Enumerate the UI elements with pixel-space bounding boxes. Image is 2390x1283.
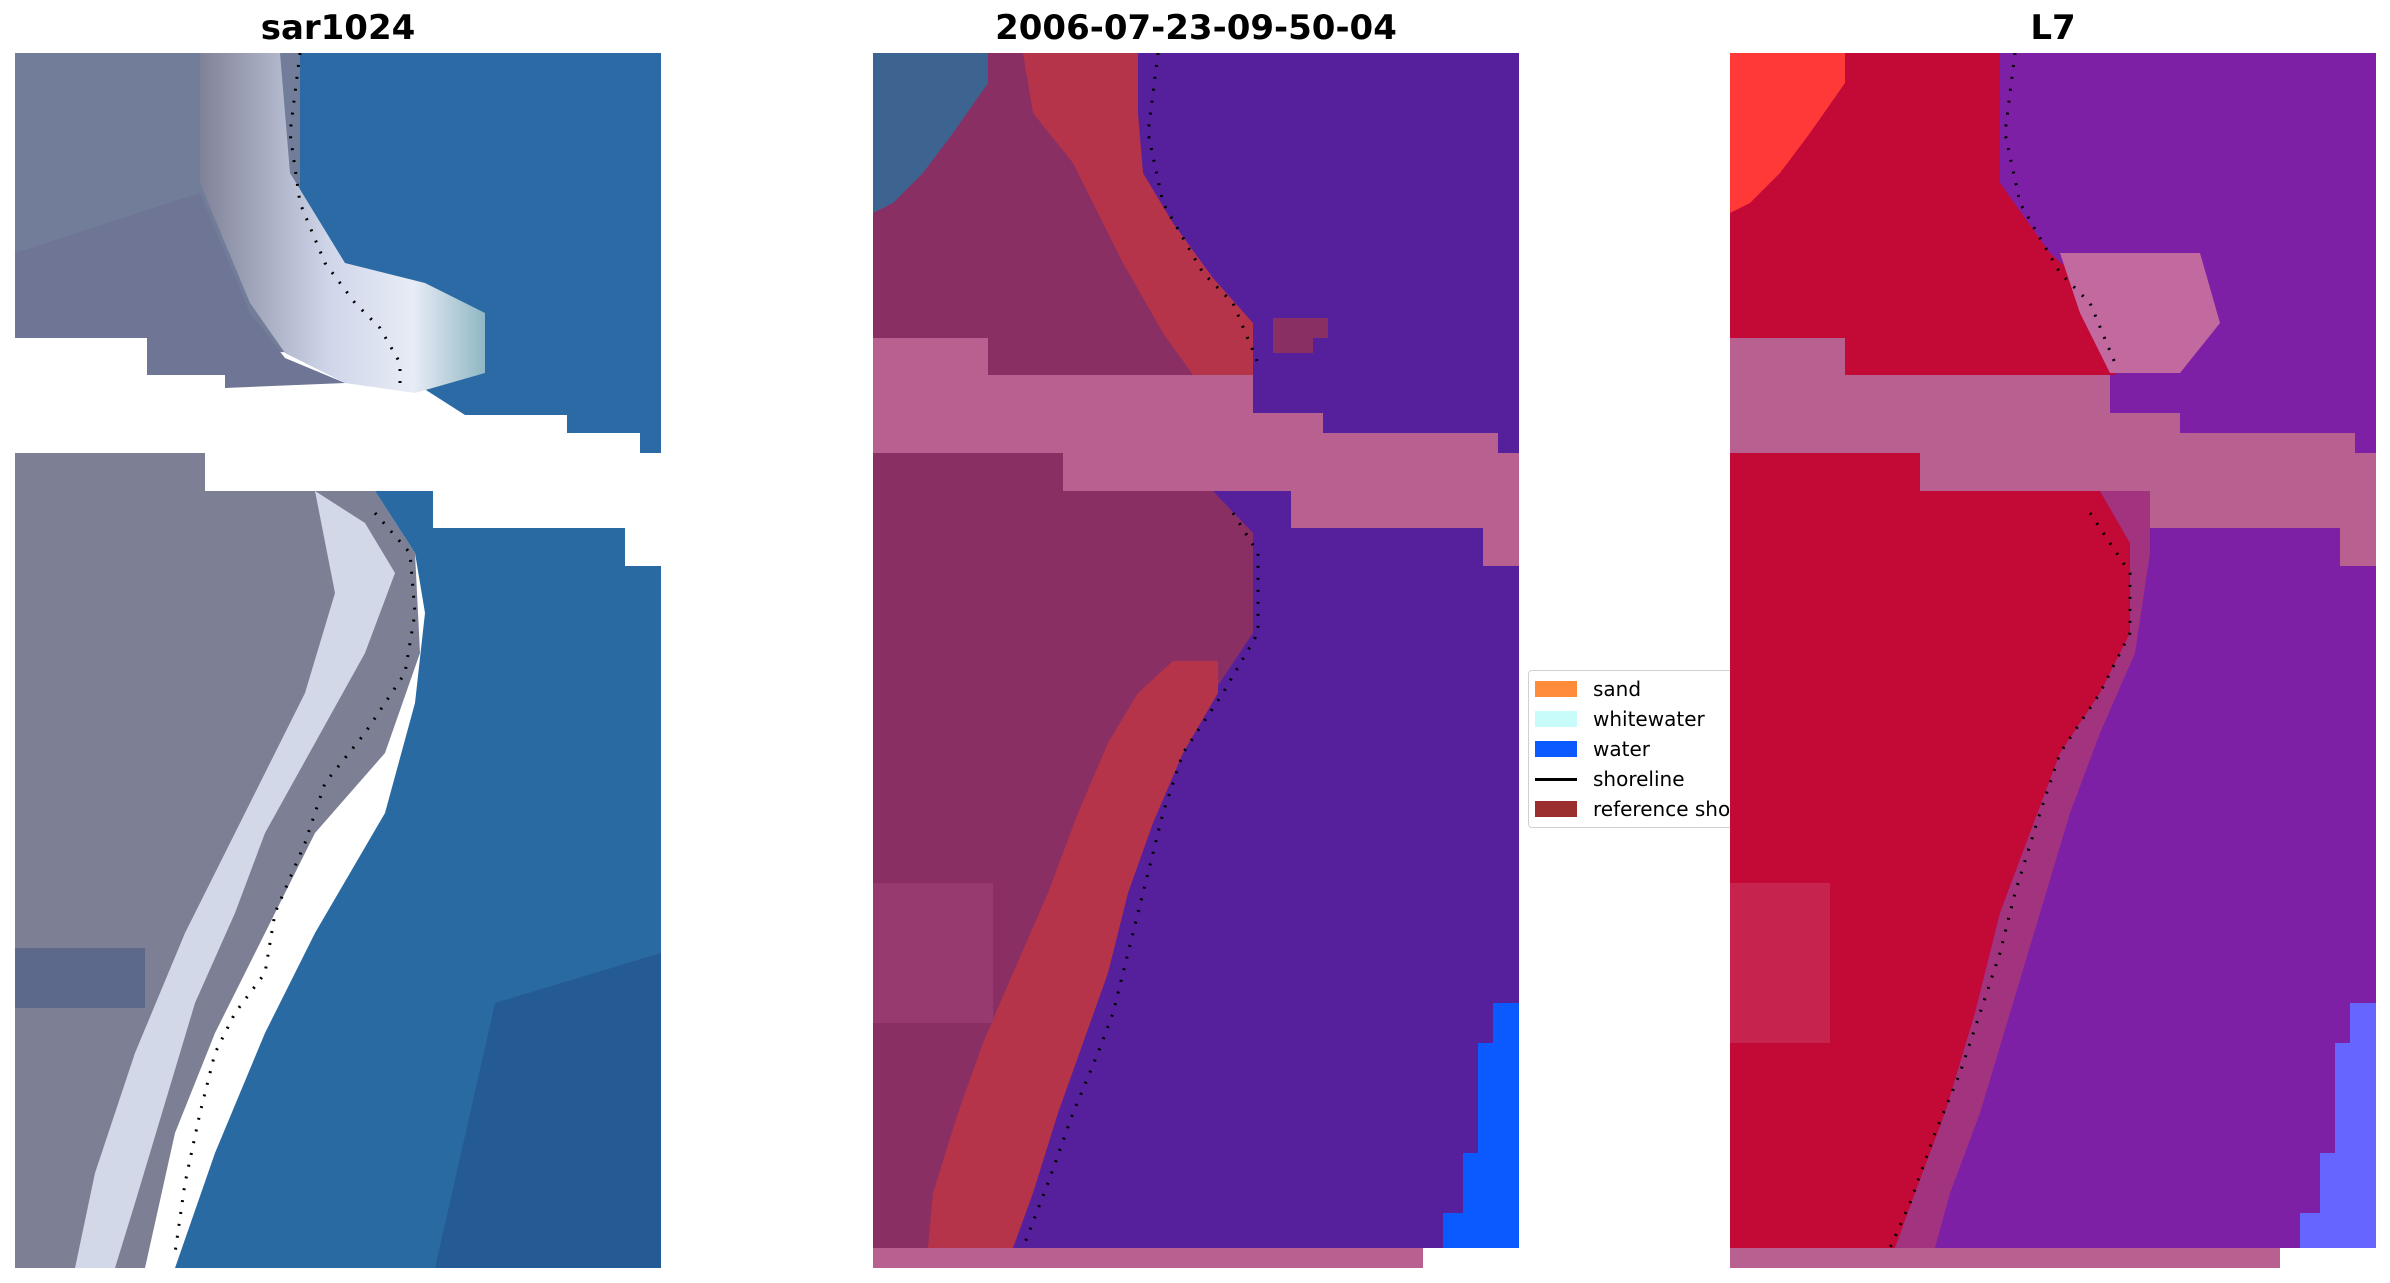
rgb-image [15, 53, 661, 1268]
class-buffer-top [1023, 53, 1253, 375]
index-bright-red [1730, 53, 1845, 213]
rgb-sand-top [200, 53, 485, 393]
index-image [1730, 53, 2376, 1268]
legend-swatch-water [1535, 741, 1577, 757]
legend-swatch-sand [1535, 681, 1577, 697]
index-image-panel [1730, 53, 2376, 1268]
rgb-land-top-lower [15, 193, 345, 388]
legend-label-whitewater: whitewater [1593, 707, 1705, 731]
rgb-nodata-gap [15, 338, 661, 566]
legend-label-reference-shoreline: reference shoreline buffer [1593, 797, 1736, 821]
index-land-left-pink [1730, 883, 1830, 1043]
rgb-deep-water [435, 953, 661, 1268]
class-shoreline [1146, 53, 1260, 364]
legend-label-shoreline: shoreline [1593, 767, 1685, 791]
class-unlabelled-corner [873, 53, 988, 213]
class-buffer-bottom [928, 661, 1218, 1248]
legend-item-reference-shoreline: reference shoreline buffer [1535, 795, 1736, 823]
index-transition-band [1895, 491, 2150, 1248]
index-shoreline [2003, 53, 2117, 364]
class-nodata-bottom [873, 1248, 1423, 1268]
class-land-bottom [873, 453, 1253, 1248]
class-land-speck [1273, 318, 1328, 353]
legend-item-shoreline: shoreline [1535, 765, 1685, 793]
index-pink-blob [2060, 253, 2220, 373]
index-nodata-band [1730, 338, 2376, 566]
rgb-sand-bottom [75, 491, 395, 1268]
classification-image [873, 53, 1519, 1268]
legend-swatch-reference-shoreline [1535, 801, 1577, 817]
legend-swatch-whitewater [1535, 711, 1577, 727]
classification-panel [873, 53, 1519, 1268]
panel-title-classification: 2006-07-23-09-50-04 [995, 8, 1397, 48]
panel-title-index: L7 [2030, 8, 2076, 48]
legend-item-sand: sand [1535, 675, 1641, 703]
panel-title-rgb: sar1024 [260, 8, 416, 48]
class-nodata-band [873, 338, 1519, 566]
legend-item-water: water [1535, 735, 1650, 763]
rgb-water-top [300, 53, 661, 453]
index-light-blue [2300, 1003, 2376, 1248]
legend-label-water: water [1593, 737, 1650, 761]
legend-label-sand: sand [1593, 677, 1642, 701]
rgb-shoreline [288, 53, 402, 383]
index-land-top [1730, 53, 2115, 375]
legend-swatch-shoreline [1535, 777, 1577, 781]
rgb-land-dark-patch [15, 948, 145, 1008]
index-nodata-bottom [1730, 1248, 2280, 1268]
legend-item-whitewater: whitewater [1535, 705, 1705, 733]
index-shoreline-lower [1888, 512, 2132, 1249]
class-water-blue [1443, 1003, 1519, 1248]
legend: sand whitewater water shoreline referenc… [1528, 670, 1736, 828]
rgb-image-panel [15, 53, 661, 1268]
index-land-bottom [1730, 453, 2130, 1248]
class-land-light-patch [873, 883, 993, 1023]
